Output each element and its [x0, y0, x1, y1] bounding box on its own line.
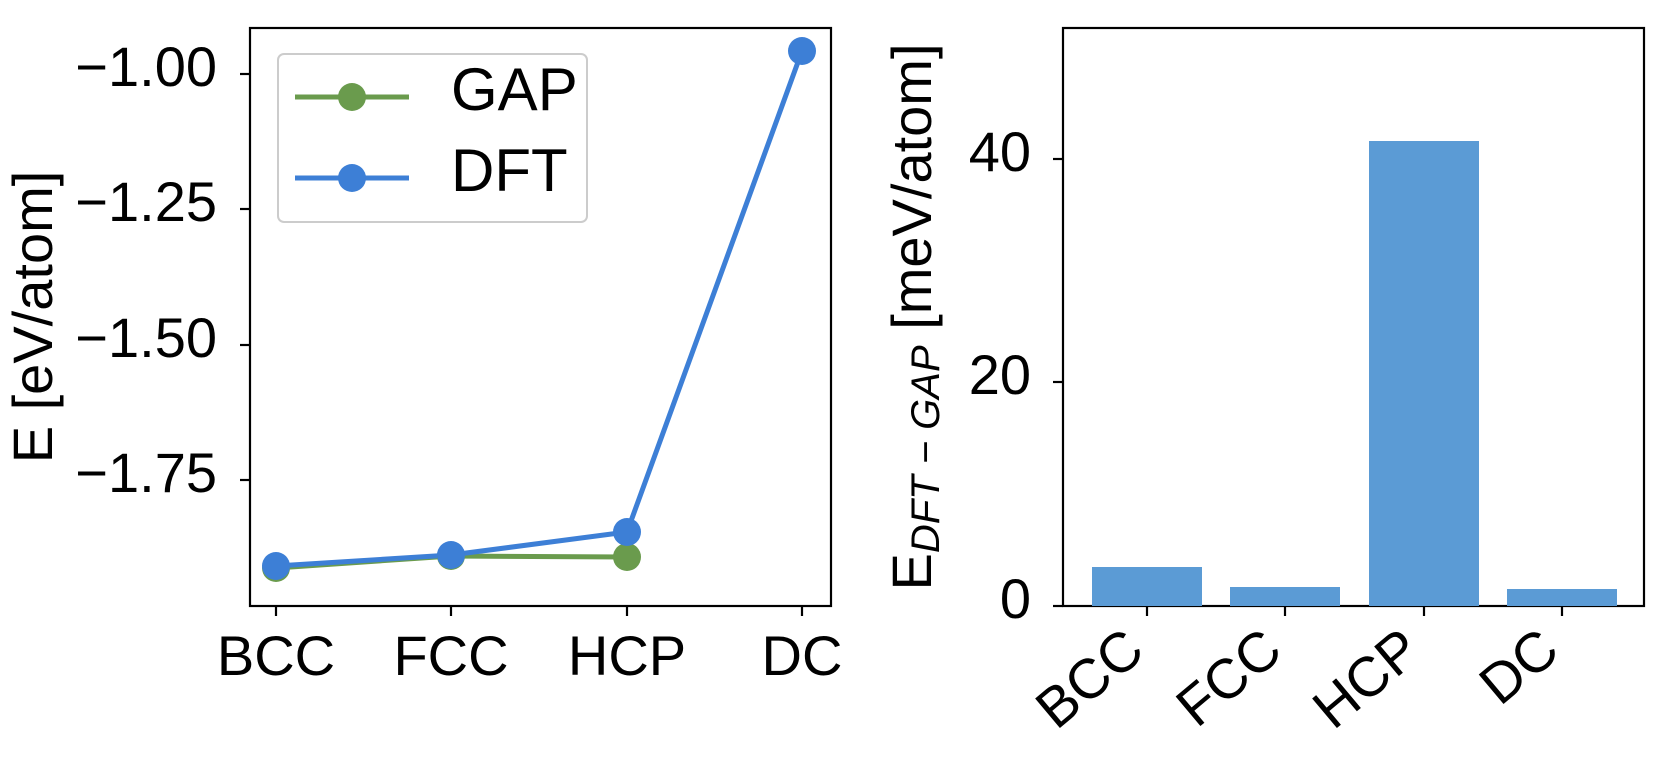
svg-text:HCP: HCP	[568, 624, 686, 687]
svg-text:−1.50: −1.50	[75, 306, 217, 369]
svg-text:GAP: GAP	[451, 56, 578, 123]
svg-text:−1.75: −1.75	[75, 441, 217, 504]
svg-text:−1.25: −1.25	[75, 170, 217, 233]
svg-text:40: 40	[969, 120, 1031, 183]
svg-text:FCC: FCC	[393, 624, 508, 687]
svg-text:0: 0	[1000, 567, 1031, 630]
svg-text:DFT: DFT	[451, 137, 568, 204]
svg-text:20: 20	[969, 343, 1031, 406]
svg-text:DC: DC	[762, 624, 843, 687]
svg-text:−1.00: −1.00	[75, 35, 217, 98]
svg-text:BCC: BCC	[217, 624, 335, 687]
svg-text:E [eV/atom]: E [eV/atom]	[1, 171, 64, 464]
